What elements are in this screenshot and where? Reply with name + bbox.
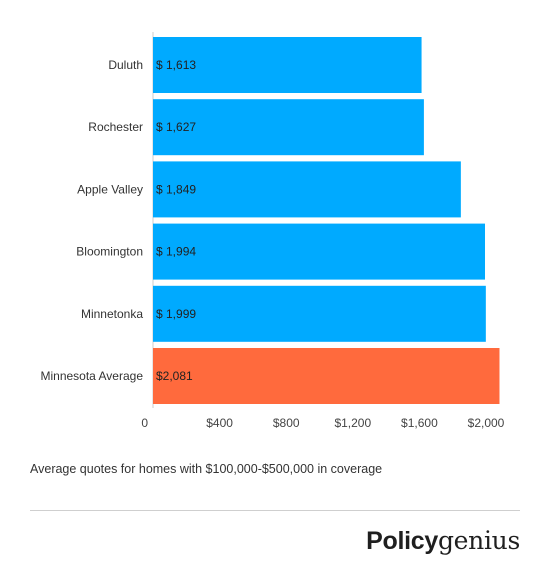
policygenius-logo: Policygenius <box>366 526 520 556</box>
footer-divider <box>30 510 520 511</box>
x-tick-label-2000: $2,000 <box>468 416 505 430</box>
bar-rochester <box>153 99 424 156</box>
bar-chart: Duluth Rochester Apple Valley Bloomington Mi… <box>40 32 505 430</box>
chart-caption: Average quotes for homes with $100,000-$… <box>30 462 383 476</box>
data-label-minnesota-average: $2,081 <box>156 369 193 383</box>
category-label-duluth: Duluth <box>108 58 143 72</box>
category-label-bloomington: Bloomington <box>76 245 143 259</box>
data-label-duluth: $ 1,613 <box>156 58 196 72</box>
bar-duluth <box>153 37 422 93</box>
bar-bloomington <box>153 223 486 280</box>
data-label-rochester: $ 1,627 <box>156 120 196 134</box>
x-tick-label-1600: $1,600 <box>401 416 438 430</box>
x-tick-label-1200: $1,200 <box>334 416 371 430</box>
x-tick-label-0: 0 <box>141 416 148 430</box>
data-label-minnetonka: $ 1,999 <box>156 307 196 321</box>
category-label-apple-valley: Apple Valley <box>77 182 143 196</box>
bar-minnetonka <box>153 285 486 342</box>
bar-apple-valley <box>153 161 461 218</box>
data-label-bloomington: $ 1,994 <box>156 245 196 259</box>
category-label-minnetonka: Minnetonka <box>81 307 143 321</box>
logo-part-policy: Policy <box>366 527 438 555</box>
category-label-rochester: Rochester <box>88 120 143 134</box>
data-label-apple-valley: $ 1,849 <box>156 182 196 196</box>
category-label-minnesota-average: Minnesota Average <box>40 369 143 383</box>
x-tick-label-800: $800 <box>273 416 300 430</box>
logo-part-genius: genius <box>437 526 520 555</box>
bar-minnesota-average <box>153 348 500 404</box>
x-tick-label-400: $400 <box>206 416 233 430</box>
